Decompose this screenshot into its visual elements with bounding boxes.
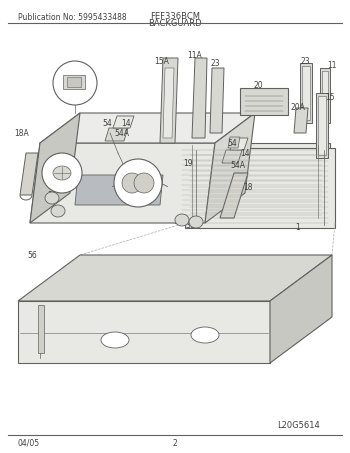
Polygon shape bbox=[160, 58, 178, 143]
Polygon shape bbox=[240, 88, 288, 115]
Polygon shape bbox=[210, 68, 224, 133]
Text: L20G5614: L20G5614 bbox=[277, 420, 320, 429]
Polygon shape bbox=[175, 143, 330, 223]
Text: 2: 2 bbox=[173, 439, 177, 448]
Polygon shape bbox=[67, 77, 81, 87]
Text: 18: 18 bbox=[243, 183, 253, 193]
Text: 15A: 15A bbox=[155, 57, 169, 66]
Text: 15: 15 bbox=[325, 93, 335, 102]
Polygon shape bbox=[38, 305, 44, 353]
Text: 14: 14 bbox=[121, 119, 131, 127]
Circle shape bbox=[122, 173, 142, 193]
Circle shape bbox=[114, 159, 162, 207]
Text: 14: 14 bbox=[240, 149, 250, 158]
Text: 31: 31 bbox=[47, 191, 57, 199]
Text: 23: 23 bbox=[300, 57, 310, 66]
Polygon shape bbox=[163, 68, 174, 138]
Polygon shape bbox=[270, 255, 332, 363]
Ellipse shape bbox=[175, 214, 189, 226]
Polygon shape bbox=[185, 148, 335, 228]
Ellipse shape bbox=[191, 327, 219, 343]
Polygon shape bbox=[318, 96, 326, 155]
Polygon shape bbox=[230, 138, 248, 150]
Text: 20: 20 bbox=[253, 81, 263, 90]
Polygon shape bbox=[105, 128, 128, 141]
Polygon shape bbox=[192, 58, 207, 138]
Polygon shape bbox=[75, 175, 163, 205]
Polygon shape bbox=[228, 137, 240, 148]
Text: 69: 69 bbox=[57, 170, 67, 179]
Circle shape bbox=[53, 61, 97, 105]
Ellipse shape bbox=[101, 332, 129, 348]
Text: 54: 54 bbox=[102, 119, 112, 127]
Text: 54A: 54A bbox=[114, 129, 130, 138]
Polygon shape bbox=[316, 93, 328, 158]
Text: 18A: 18A bbox=[15, 129, 29, 138]
Text: BACKGUARD: BACKGUARD bbox=[148, 19, 202, 28]
Polygon shape bbox=[302, 66, 310, 120]
Polygon shape bbox=[30, 143, 215, 223]
Text: FEF336BCM: FEF336BCM bbox=[150, 12, 200, 21]
Text: 1: 1 bbox=[296, 223, 300, 232]
Text: Publication No: 5995433488: Publication No: 5995433488 bbox=[18, 13, 127, 22]
Polygon shape bbox=[300, 63, 312, 123]
Polygon shape bbox=[294, 108, 308, 133]
Text: 40: 40 bbox=[133, 182, 143, 191]
Polygon shape bbox=[63, 75, 85, 89]
Polygon shape bbox=[205, 113, 255, 223]
Text: 31: 31 bbox=[185, 222, 195, 231]
Polygon shape bbox=[18, 255, 332, 301]
Polygon shape bbox=[30, 113, 80, 223]
Text: 04/05: 04/05 bbox=[18, 439, 40, 448]
Polygon shape bbox=[220, 173, 248, 218]
Text: 19: 19 bbox=[183, 159, 193, 168]
Polygon shape bbox=[320, 68, 330, 123]
Circle shape bbox=[42, 153, 82, 193]
Text: 54A: 54A bbox=[231, 160, 245, 169]
Polygon shape bbox=[113, 116, 134, 128]
Ellipse shape bbox=[45, 192, 59, 204]
Polygon shape bbox=[222, 150, 242, 163]
Polygon shape bbox=[18, 301, 270, 363]
Text: 24: 24 bbox=[70, 74, 80, 83]
Circle shape bbox=[134, 173, 154, 193]
Polygon shape bbox=[40, 113, 255, 143]
Text: 54: 54 bbox=[227, 139, 237, 148]
Polygon shape bbox=[20, 153, 38, 195]
Text: 11A: 11A bbox=[188, 50, 202, 59]
Ellipse shape bbox=[189, 216, 203, 228]
Ellipse shape bbox=[51, 205, 65, 217]
Polygon shape bbox=[322, 71, 328, 120]
Text: 56: 56 bbox=[27, 251, 37, 260]
Ellipse shape bbox=[53, 166, 71, 180]
Text: 23: 23 bbox=[210, 58, 220, 67]
Text: 20A: 20A bbox=[290, 103, 306, 112]
Text: 11: 11 bbox=[327, 61, 337, 69]
